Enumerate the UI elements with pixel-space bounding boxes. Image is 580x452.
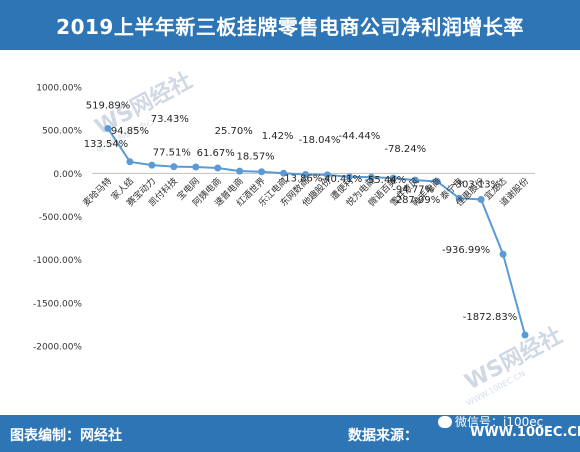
footer-banner: 图表编制：网经社 数据来源： WWW.100EC.CN [0,415,580,452]
title-banner: 2019上半年新三板挂牌零售电商公司净利润增长率 [0,0,580,50]
data-label: -1872.83% [463,312,517,323]
data-point [499,250,507,258]
data-point [455,194,463,202]
data-point [280,169,288,177]
data-point [192,163,200,171]
wechat-id: 微信号：i100ec [455,415,544,429]
data-point [367,173,375,181]
data-point [302,171,310,179]
data-label: 519.89% [86,100,131,111]
series-line [107,127,526,336]
data-point [323,171,331,179]
data-point [104,124,112,132]
x-tick-label: 麦哈马特 [80,175,114,209]
data-point [170,163,178,171]
data-label: -55.44% [364,175,406,186]
data-label: 94.85% [111,126,149,137]
data-point [214,164,222,172]
y-tick-label: -1500.00% [33,299,82,309]
wechat-icon [438,415,452,428]
data-label: 25.70% [215,126,253,137]
data-point [389,174,397,182]
data-point [258,168,266,176]
wechat-badge: 微信号：i100ec [438,413,543,430]
data-label: 18.57% [237,152,275,163]
line-chart: WS网经社电子商务研究中心WS网经社WWW.100EC.CN1000.00%50… [33,68,567,408]
y-tick-label: -1000.00% [33,256,82,266]
data-label: 61.67% [197,148,235,159]
y-tick-label: 500.00% [42,127,82,137]
y-tick-label: 0.00% [53,170,82,180]
data-label: -40.41% [321,174,363,185]
data-label: 77.51% [153,148,191,159]
data-point [433,178,441,186]
data-label: -78.24% [384,144,426,155]
data-label: 1.42% [262,131,294,142]
data-label: -13.86% [281,174,323,185]
data-label: 133.54% [84,139,129,150]
data-label: 73.43% [151,114,189,125]
data-label: -287.99% [392,195,440,206]
data-label: -303.13% [452,180,500,191]
data-label: -94.77% [392,185,434,196]
y-tick-label: -500.00% [39,213,83,223]
watermark-text: WS网经社 [461,323,567,396]
data-point [126,158,134,166]
data-point [345,173,353,181]
data-point [411,176,419,184]
y-tick-label: -2000.00% [33,343,82,353]
data-label: -18.04% [299,135,341,146]
footer-credit: 图表编制：网经社 [10,428,122,444]
footer-source-url: WWW.100EC.CN [470,425,580,440]
data-label: -44.44% [338,131,380,142]
chart-title: 2019上半年新三板挂牌零售电商公司净利润增长率 [56,14,524,39]
data-point [236,167,244,175]
footer-source-label: 数据来源： [348,428,418,444]
y-tick-label: 1000.00% [36,84,82,94]
data-point [477,196,485,204]
data-point [521,331,529,339]
data-label: -936.99% [442,245,490,256]
data-point [148,161,156,169]
